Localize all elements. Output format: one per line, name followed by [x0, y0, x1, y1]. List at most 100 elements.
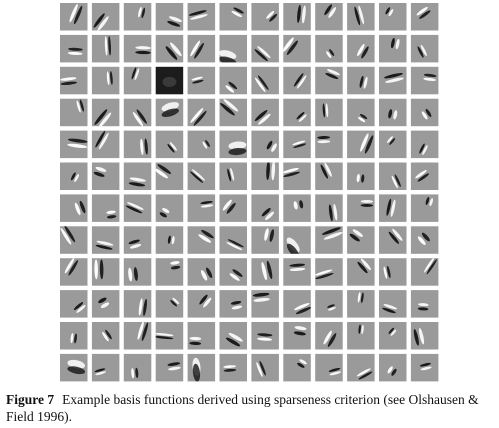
- basis-function-patch: [379, 353, 407, 382]
- basis-function-patch: [123, 194, 152, 222]
- basis-function-patch: [187, 226, 216, 254]
- basis-function-patch: [60, 3, 88, 31]
- basis-function-patch: [251, 258, 279, 286]
- basis-function-patch: [187, 130, 216, 159]
- basis-function-patch: [283, 226, 311, 254]
- basis-function-patch: [187, 258, 216, 286]
- basis-function-patch: [155, 34, 184, 63]
- basis-function-patch: [123, 353, 152, 382]
- basis-function-patch: [283, 66, 311, 95]
- basis-function-patch: [283, 194, 311, 222]
- basis-function-patch: [251, 194, 279, 222]
- basis-function-patch: [251, 3, 279, 31]
- basis-function-patch: [91, 66, 120, 95]
- basis-function-patch: [251, 66, 279, 95]
- basis-function-patch: [91, 162, 120, 190]
- basis-function-patch: [187, 98, 216, 127]
- basis-function-patch: [219, 3, 247, 31]
- basis-function-patch: [219, 130, 247, 159]
- basis-function-patch: [91, 322, 120, 350]
- basis-function-patch: [315, 353, 343, 382]
- basis-function-patch: [283, 162, 311, 190]
- basis-function-patch: [219, 226, 247, 254]
- basis-function-patch: [410, 3, 439, 31]
- basis-function-patch: [91, 3, 120, 31]
- basis-function-patch: [410, 66, 439, 95]
- basis-function-patch: [123, 290, 152, 318]
- basis-function-patch: [251, 353, 279, 382]
- basis-function-patch: [379, 66, 407, 95]
- basis-function-patch: [379, 258, 407, 286]
- basis-function-patch: [123, 322, 152, 350]
- basis-function-patch: [347, 66, 375, 95]
- basis-function-patch: [315, 130, 343, 159]
- basis-function-patch: [379, 194, 407, 222]
- basis-function-patch: [155, 66, 184, 95]
- basis-function-patch: [410, 290, 439, 318]
- basis-function-patch: [251, 226, 279, 254]
- basis-function-patch: [155, 226, 184, 254]
- basis-function-patch: [315, 162, 343, 190]
- basis-function-patch: [60, 34, 88, 63]
- basis-functions-image: [60, 3, 439, 382]
- basis-function-patch: [347, 162, 375, 190]
- basis-function-patch: [91, 194, 120, 222]
- basis-function-patch: [219, 98, 247, 127]
- basis-function-patch: [410, 162, 439, 190]
- basis-function-patch: [219, 290, 247, 318]
- basis-function-patch: [410, 130, 439, 159]
- basis-function-patch: [347, 130, 375, 159]
- basis-function-patch: [315, 66, 343, 95]
- basis-function-patch: [155, 322, 184, 350]
- basis-function-patch: [219, 162, 247, 190]
- basis-function-patch: [283, 98, 311, 127]
- basis-function-patch: [155, 3, 184, 31]
- basis-function-patch: [251, 34, 279, 63]
- basis-function-patch: [155, 258, 184, 286]
- basis-function-patch: [410, 194, 439, 222]
- basis-function-patch: [410, 98, 439, 127]
- basis-function-patch: [91, 226, 120, 254]
- basis-function-patch: [315, 3, 343, 31]
- basis-function-patch: [347, 226, 375, 254]
- basis-function-patch: [379, 98, 407, 127]
- basis-function-patch: [123, 66, 152, 95]
- basis-function-patch: [123, 3, 152, 31]
- basis-function-patch: [347, 3, 375, 31]
- figure-caption: Figure 7 Example basis functions derived …: [6, 391, 494, 425]
- basis-function-patch: [91, 34, 120, 63]
- basis-function-patch: [219, 34, 247, 63]
- basis-function-patch: [187, 322, 216, 350]
- basis-function-patch: [315, 258, 343, 286]
- basis-function-patch: [410, 258, 439, 286]
- basis-function-patch: [123, 258, 152, 286]
- basis-function-patch: [283, 258, 311, 286]
- basis-function-patch: [315, 194, 343, 222]
- basis-function-patch: [410, 226, 439, 254]
- basis-function-patch: [60, 258, 88, 286]
- basis-function-patch: [347, 98, 375, 127]
- basis-function-patch: [283, 130, 311, 159]
- basis-function-patch: [283, 3, 311, 31]
- basis-function-patch: [251, 290, 279, 318]
- basis-function-patch: [60, 162, 88, 190]
- basis-function-patch: [219, 258, 247, 286]
- basis-function-patch: [187, 3, 216, 31]
- basis-function-patch: [155, 162, 184, 190]
- basis-function-patch: [91, 353, 120, 382]
- basis-function-patch: [283, 353, 311, 382]
- basis-function-patch: [187, 194, 216, 222]
- basis-function-patch: [379, 290, 407, 318]
- basis-function-patch: [60, 98, 88, 127]
- basis-function-patch: [123, 34, 152, 63]
- basis-function-patch: [219, 322, 247, 350]
- basis-function-patch: [347, 353, 375, 382]
- basis-function-patch: [347, 290, 375, 318]
- basis-function-patch: [60, 290, 88, 318]
- basis-function-patch: [251, 162, 279, 190]
- basis-function-patch: [347, 258, 375, 286]
- basis-function-patch: [251, 322, 279, 350]
- basis-function-patch: [219, 194, 247, 222]
- basis-function-patch: [410, 34, 439, 63]
